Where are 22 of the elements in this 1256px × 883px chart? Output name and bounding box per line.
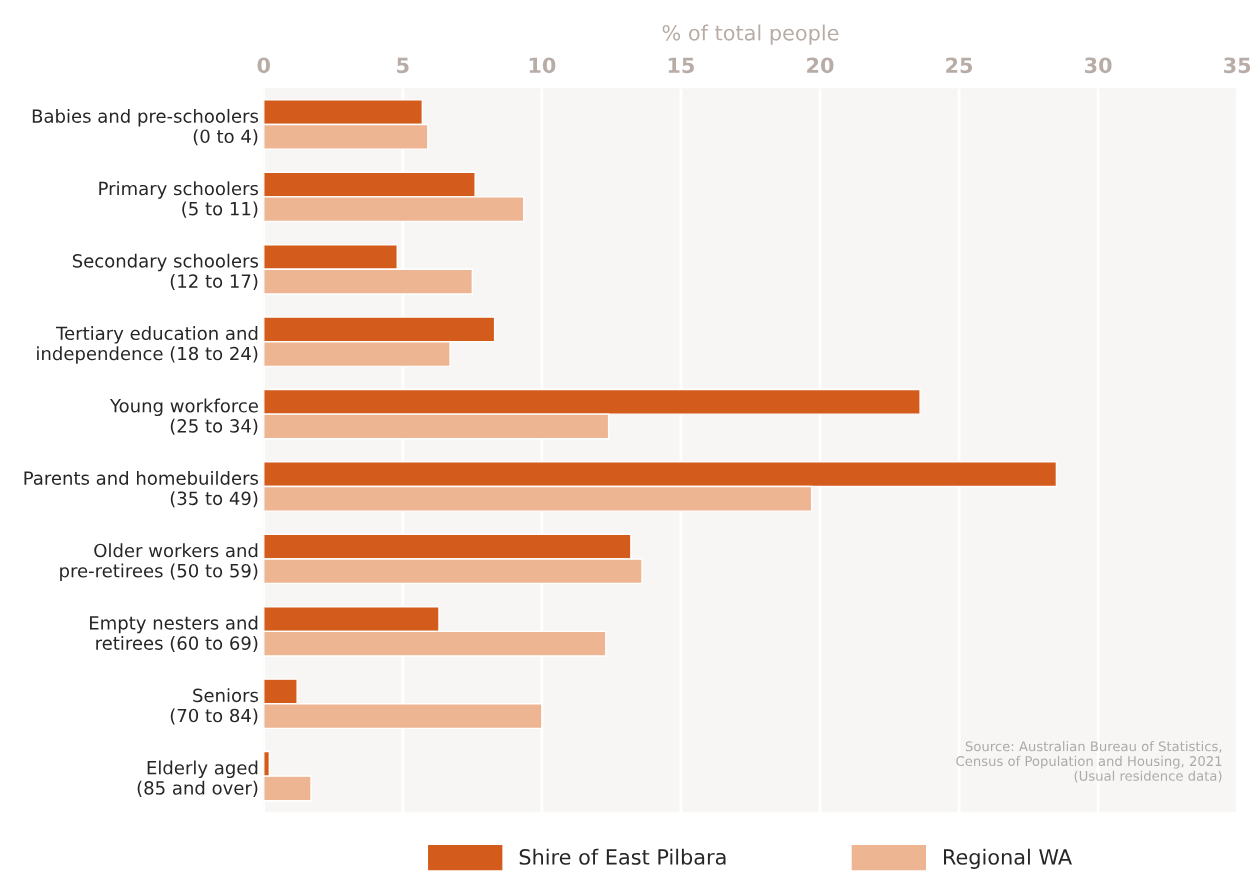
y-tick-label: Seniors (70 to 84) [170,688,259,725]
x-tick-label: 35 [1224,57,1251,74]
legend-label: Shire of East Pilbara [519,848,726,865]
x-tick-label: 0 [257,57,271,74]
y-tick-label: Secondary schoolers (12 to 17) [72,253,259,291]
x-tick-label: 30 [1085,57,1112,74]
x-tick-label: 10 [529,57,556,74]
y-tick-label: Older workers and pre-retirees (50 to 59) [60,543,258,582]
y-tick-label: Empty nesters and retirees (60 to 69) [90,615,258,653]
y-tick-label: Primary schoolers (5 to 11) [99,181,259,218]
x-tick-label: 20 [807,57,834,74]
x-tick-label: 25 [946,57,973,74]
y-tick-label: Babies and pre-schoolers (0 to 4) [32,108,259,146]
annotation: Source: Australian Bureau of Statistics, Census of Population and Housing, 2021 (Usual residence data) [956,741,1222,783]
y-tick-label: Parents and homebuilders (35 to 49) [24,470,259,508]
x-tick-label: 15 [668,57,694,74]
y-tick-label: Tertiary education and independence (18 to 24) [37,326,258,364]
x-tick-label: 5 [397,57,409,74]
y-tick-label: Young workforce (25 to 34) [109,398,258,435]
y-tick-label: Elderly aged (85 and over) [137,760,258,797]
x-axis-title: % of total people [662,24,839,45]
legend-label: Regional WA [944,848,1072,869]
